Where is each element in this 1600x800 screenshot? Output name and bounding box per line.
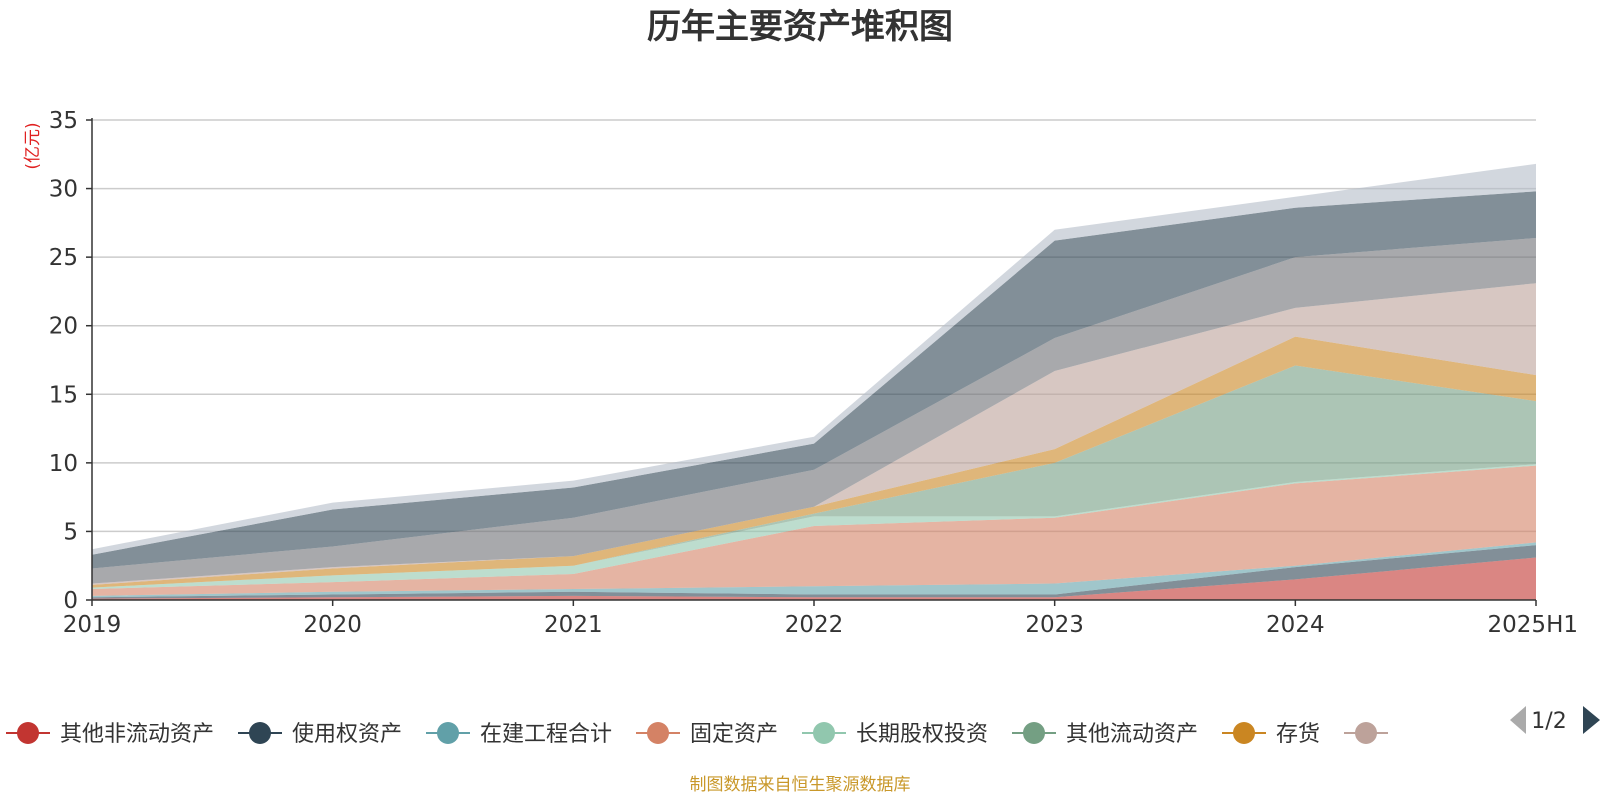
axes: 0 5 10 15 20 25 30 35 2019 2020 2021 2022 2023 2024 20…	[49, 108, 1578, 638]
legend-marker	[249, 722, 271, 744]
legend-item-5[interactable]: 其他流动资产	[1012, 722, 1198, 747]
legend-label: 其他流动资产	[1066, 722, 1198, 747]
area-series-7[interactable]	[92, 283, 1536, 585]
legend-item-4[interactable]: 长期股权投资	[802, 722, 988, 747]
x-tick-label: 2020	[303, 612, 362, 638]
legend-label: 其他非流动资产	[60, 722, 214, 747]
legend-label: 固定资产	[690, 722, 778, 747]
x-tick-label: 2022	[785, 612, 844, 638]
legend-marker	[647, 722, 669, 744]
y-tick-label: 20	[49, 314, 78, 340]
area-series-5[interactable]	[92, 365, 1536, 588]
y-axis-unit-label: (亿元)	[23, 122, 43, 169]
y-tick-label: 10	[49, 451, 78, 477]
legend-item-3[interactable]: 固定资产	[636, 722, 778, 747]
x-tick-label: 2024	[1266, 612, 1325, 638]
x-tick-label: 2019	[63, 612, 122, 638]
legend-item-1[interactable]: 使用权资产	[238, 722, 402, 747]
legend-label: 存货	[1276, 722, 1320, 747]
area-series-1[interactable]	[92, 545, 1536, 599]
legend-marker	[813, 722, 835, 744]
area-series-6[interactable]	[92, 336, 1536, 588]
legend-marker	[437, 722, 459, 744]
area-series-9[interactable]	[92, 191, 1536, 569]
legend-item-0[interactable]: 其他非流动资产	[6, 722, 214, 747]
y-tick-label: 35	[49, 108, 78, 134]
data-source-footer: 制图数据来自恒生聚源数据库	[690, 775, 911, 795]
legend-item-2[interactable]: 在建工程合计	[426, 722, 612, 747]
y-tick-label: 5	[63, 519, 78, 545]
legend-label: 使用权资产	[292, 722, 402, 747]
y-tick-label: 0	[63, 588, 78, 614]
area-series-group	[92, 163, 1536, 600]
legend-label: 长期股权投资	[856, 722, 988, 747]
legend-next-page-icon[interactable]	[1583, 706, 1600, 734]
legend-label: 在建工程合计	[480, 722, 612, 747]
y-tick-label: 25	[49, 245, 78, 271]
chart-title: 历年主要资产堆积图	[647, 7, 953, 47]
legend-item-7[interactable]	[1344, 722, 1388, 744]
grid-lines	[92, 119, 1536, 533]
legend-marker	[1233, 722, 1255, 744]
x-tick-label: 2023	[1025, 612, 1084, 638]
area-series-8[interactable]	[92, 237, 1536, 584]
x-tick-label: 2021	[544, 612, 603, 638]
x-tick-label: 2025H1	[1488, 612, 1578, 638]
legend-item-6[interactable]: 存货	[1222, 722, 1320, 747]
legend-marker	[1023, 722, 1045, 744]
area-series-0[interactable]	[92, 557, 1536, 600]
legend-page-indicator: 1/2	[1531, 709, 1566, 734]
y-tick-label: 15	[49, 382, 78, 408]
area-series-3[interactable]	[92, 465, 1536, 596]
y-tick-label: 30	[49, 177, 78, 203]
legend[interactable]: 其他非流动资产 使用权资产 在建工程合计 固定资产 长期股权投资 其他流动资产 存货	[6, 722, 1388, 747]
legend-pager: 1/2	[1510, 706, 1600, 734]
legend-marker	[17, 722, 39, 744]
legend-marker	[1355, 722, 1377, 744]
legend-prev-page-icon[interactable]	[1510, 706, 1526, 734]
